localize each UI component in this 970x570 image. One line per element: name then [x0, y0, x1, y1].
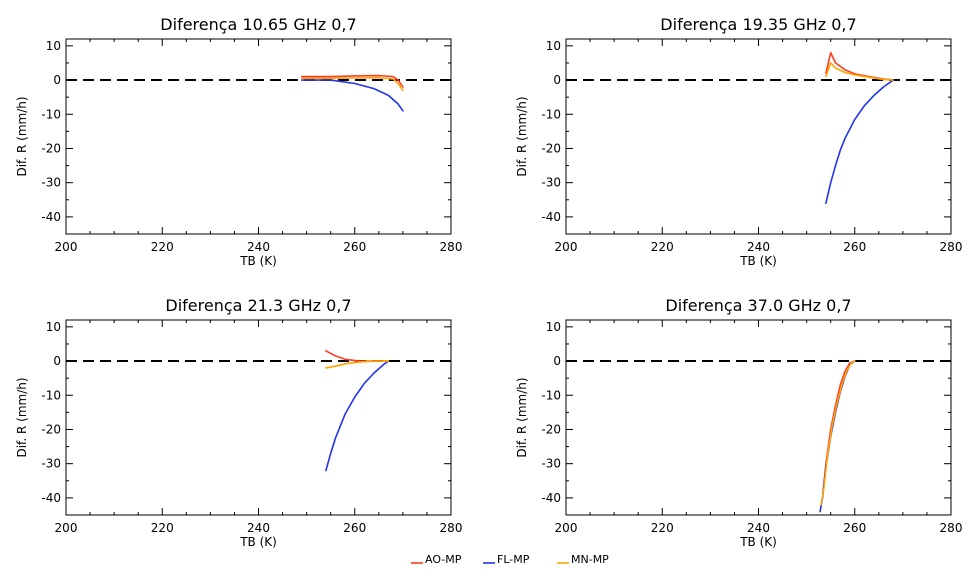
y-tick-label: -30 — [41, 176, 61, 190]
x-tick-label: 280 — [440, 240, 463, 254]
chart-panel-1: Diferença 10.65 GHz 0,7 200 220 240 260 280 10… — [15, 15, 462, 268]
x-tick-label: 280 — [440, 521, 463, 535]
series-line-mn-mp — [821, 361, 855, 505]
x-axis-label: TB (K) — [239, 254, 277, 268]
plot-frame — [566, 320, 951, 515]
x-axis-label: TB (K) — [239, 535, 277, 549]
x-tick-label: 220 — [151, 240, 174, 254]
series-line-fl-mp — [326, 361, 389, 470]
x-tick-label: 220 — [151, 521, 174, 535]
x-tick-label: 200 — [555, 521, 578, 535]
y-tick-label: 10 — [46, 320, 61, 334]
y-tick-label: 0 — [553, 354, 561, 368]
y-axis-label: Dif. R (mm/h) — [15, 96, 29, 176]
y-tick-label: -30 — [541, 176, 561, 190]
y-tick-label: -30 — [541, 457, 561, 471]
x-tick-label: 220 — [651, 240, 674, 254]
chart-panel-3: Diferença 21.3 GHz 0,7 200 220 240 260 280 10 0… — [15, 296, 462, 549]
x-tick-label: 260 — [343, 240, 366, 254]
y-axis-label: Dif. R (mm/h) — [15, 377, 29, 457]
y-tick-label: 10 — [546, 320, 561, 334]
series-line-mn-mp — [826, 63, 893, 80]
y-tick-label: -40 — [41, 210, 61, 224]
series-line-fl-mp — [302, 80, 403, 111]
y-tick-label: -10 — [541, 107, 561, 121]
y-tick-label: 10 — [46, 39, 61, 53]
plot-frame — [66, 39, 451, 234]
y-tick-label: 0 — [553, 73, 561, 87]
chart-title: Diferença 10.65 GHz 0,7 — [160, 15, 356, 34]
series-line-ao-mp — [326, 351, 389, 361]
y-tick-label: -40 — [41, 491, 61, 505]
x-axis-label: TB (K) — [739, 254, 777, 268]
y-tick-label: -20 — [41, 141, 61, 155]
x-tick-label: 280 — [940, 521, 963, 535]
x-tick-label: 240 — [247, 521, 270, 535]
y-tick-label: -30 — [41, 457, 61, 471]
x-tick-label: 260 — [843, 521, 866, 535]
x-tick-label: 200 — [55, 521, 78, 535]
y-axis-label: Dif. R (mm/h) — [515, 96, 529, 176]
plot-frame — [566, 39, 951, 234]
series-line-mn-mp — [326, 361, 389, 368]
x-axis-label: TB (K) — [739, 535, 777, 549]
x-tick-label: 240 — [247, 240, 270, 254]
y-tick-label: 0 — [53, 354, 61, 368]
chart-title: Diferença 21.3 GHz 0,7 — [165, 296, 351, 315]
legend-label-ao-mp: AO-MP — [425, 553, 462, 566]
chart-title: Diferença 37.0 GHz 0,7 — [665, 296, 851, 315]
x-tick-label: 200 — [55, 240, 78, 254]
y-tick-label: -40 — [541, 491, 561, 505]
y-tick-label: -10 — [41, 107, 61, 121]
series-line-ao-mp — [823, 361, 855, 498]
series-line-fl-mp — [820, 361, 855, 512]
y-tick-label: -20 — [541, 141, 561, 155]
legend-label-mn-mp: MN-MP — [571, 553, 609, 566]
x-tick-label: 220 — [651, 521, 674, 535]
y-tick-label: -40 — [541, 210, 561, 224]
y-tick-label: -10 — [41, 388, 61, 402]
y-tick-label: 0 — [53, 73, 61, 87]
chart-panel-2: Diferença 19.35 GHz 0,7 200 220 240 260 280 10… — [515, 15, 962, 268]
x-tick-label: 240 — [747, 240, 770, 254]
legend: AO-MP FL-MP MN-MP — [411, 553, 609, 566]
legend-label-fl-mp: FL-MP — [497, 553, 530, 566]
chart-panel-4: Diferença 37.0 GHz 0,7 200 220 240 260 280 10 0… — [515, 296, 962, 549]
x-tick-label: 260 — [843, 240, 866, 254]
y-tick-label: -20 — [541, 422, 561, 436]
y-tick-label: 10 — [546, 39, 561, 53]
x-tick-label: 280 — [940, 240, 963, 254]
y-tick-label: -20 — [41, 422, 61, 436]
x-tick-label: 240 — [747, 521, 770, 535]
y-tick-label: -10 — [541, 388, 561, 402]
x-tick-label: 260 — [343, 521, 366, 535]
plot-frame — [66, 320, 451, 515]
series-line-fl-mp — [826, 80, 893, 203]
x-tick-label: 200 — [555, 240, 578, 254]
y-axis-label: Dif. R (mm/h) — [515, 377, 529, 457]
chart-title: Diferença 19.35 GHz 0,7 — [660, 15, 856, 34]
